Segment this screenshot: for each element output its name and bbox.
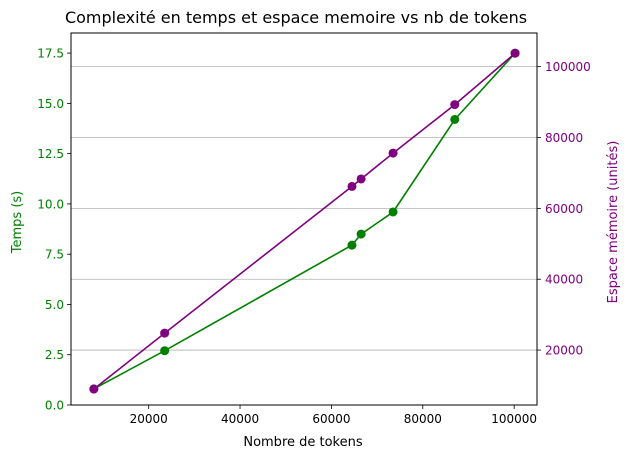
y-left-axis-label: Temps (s) — [10, 191, 25, 254]
series-2-point — [347, 181, 357, 191]
series-2-point — [89, 384, 99, 394]
series-2-point — [450, 100, 460, 110]
x-tick-label: 80000 — [404, 412, 442, 426]
y-left-tick-label: 10.0 — [37, 197, 64, 211]
series-layer — [89, 48, 520, 394]
series-2-point — [388, 148, 398, 158]
series-2 — [89, 48, 520, 394]
series-2-point — [510, 48, 520, 58]
grid — [71, 66, 537, 351]
series-1-point — [160, 346, 170, 356]
y-left-tick-label: 15.0 — [37, 97, 64, 111]
y-right-tick-label: 100000 — [545, 60, 591, 74]
y-right-tick-label: 20000 — [545, 344, 583, 358]
y-left-axis-ticks: 0.0 2.5 5.0 7.5 10.0 12.5 15.0 17.5 — [37, 47, 71, 413]
x-tick-label: 40000 — [221, 412, 259, 426]
series-1-point — [388, 207, 398, 217]
series-2-point — [160, 328, 170, 338]
x-axis-label: Nombre de tokens — [243, 435, 363, 450]
y-left-tick-label: 5.0 — [45, 298, 64, 312]
x-axis-ticks: 20000 40000 60000 80000 100000 — [130, 405, 537, 426]
series-1-point — [356, 229, 366, 239]
x-tick-label: 100000 — [491, 412, 537, 426]
x-tick-label: 20000 — [130, 412, 168, 426]
y-right-tick-label: 80000 — [545, 131, 583, 145]
y-right-axis-ticks: 20000 40000 60000 80000 100000 — [537, 60, 591, 358]
y-left-tick-label: 2.5 — [45, 348, 64, 362]
x-tick-label: 60000 — [312, 412, 350, 426]
plot-frame — [70, 32, 538, 406]
series-1-point — [347, 240, 357, 250]
y-right-tick-label: 60000 — [545, 202, 583, 216]
y-right-axis-label: Espace mémoire (unités) — [606, 141, 621, 304]
y-right-tick-label: 40000 — [545, 273, 583, 287]
y-left-tick-label: 12.5 — [37, 147, 64, 161]
series-1-point — [450, 114, 460, 124]
y-left-tick-label: 7.5 — [45, 248, 64, 262]
y-left-tick-label: 17.5 — [37, 47, 64, 61]
series-2-point — [356, 174, 366, 184]
chart-title: Complexité en temps et espace memoire vs… — [65, 8, 527, 27]
y-left-tick-label: 0.0 — [45, 399, 64, 413]
